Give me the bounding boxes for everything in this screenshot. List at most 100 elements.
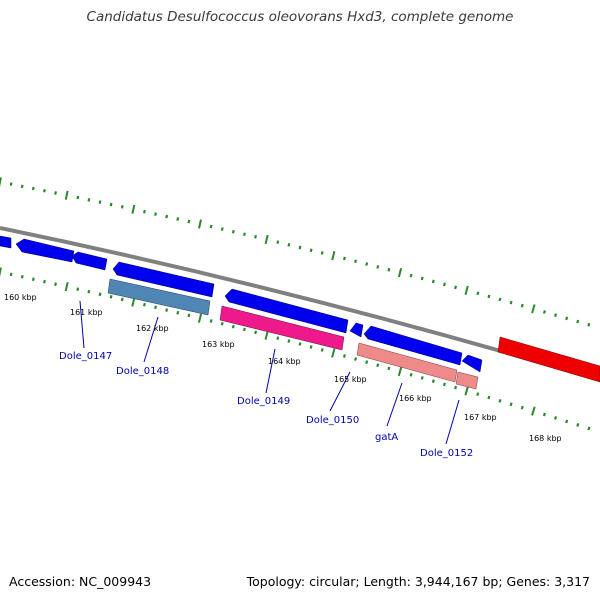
minor-tick [354, 357, 358, 361]
minor-tick [298, 245, 302, 250]
gene-bar-pink[interactable] [356, 342, 458, 383]
minor-tick [542, 412, 546, 417]
minor-tick [542, 310, 546, 314]
minor-tick [298, 342, 302, 346]
major-tick [64, 281, 69, 292]
minor-tick [287, 243, 291, 247]
gene-arrow-dole0147[interactable] [112, 261, 215, 298]
minor-tick [243, 232, 246, 237]
minor-tick [309, 248, 313, 253]
minor-tick [554, 416, 558, 420]
minor-tick [54, 282, 57, 286]
minor-tick [31, 277, 35, 282]
minor-tick [487, 395, 491, 400]
minor-tick [165, 214, 169, 219]
minor-tick [365, 360, 369, 365]
minor-tick [87, 289, 91, 294]
gene-labels: Dole_0147 Dole_0148 Dole_0149 Dole_0150 … [59, 351, 473, 459]
gene-label-dole0149[interactable]: Dole_0149 [237, 396, 290, 407]
gene-label-dole0147[interactable]: Dole_0147 [59, 351, 112, 362]
minor-tick [320, 348, 324, 352]
minor-tick [576, 423, 580, 427]
minor-tick [554, 313, 558, 318]
major-tick [0, 177, 2, 187]
minor-tick [487, 294, 491, 299]
minor-tick [498, 399, 502, 403]
major-tick [531, 406, 536, 416]
minor-tick [176, 310, 180, 315]
minor-tick [320, 251, 324, 255]
gene-bar-highlight[interactable] [497, 336, 600, 383]
major-tick [464, 285, 469, 295]
minor-tick [120, 297, 124, 302]
gene-label-dole0148[interactable]: Dole_0148 [116, 366, 169, 377]
major-tick [531, 304, 536, 314]
minor-tick [376, 265, 380, 269]
major-tick [397, 366, 403, 377]
minor-tick [254, 235, 257, 239]
minor-tick [420, 276, 424, 281]
kbp-label: 167 kbp [464, 413, 497, 422]
minor-tick [220, 227, 224, 231]
minor-tick [343, 256, 346, 261]
minor-tick [587, 322, 591, 327]
gene-bar-trna[interactable] [219, 305, 345, 351]
minor-tick [31, 186, 35, 191]
kbp-labels: 160 kbp 161 kbp 162 kbp 163 kbp 164 kbp … [4, 293, 562, 443]
minor-tick [154, 212, 157, 216]
minor-tick [231, 229, 235, 234]
minor-tick [187, 313, 191, 318]
genome-title: Candidatus Desulfococcus oleovorans Hxd3… [86, 9, 514, 25]
gene-arrow-dole0150[interactable] [349, 322, 364, 338]
gene-bar-rrna[interactable] [107, 278, 211, 316]
minor-tick [309, 345, 313, 349]
outer-tick-track [0, 177, 591, 327]
minor-tick [565, 316, 569, 321]
major-tick [397, 268, 403, 278]
minor-tick [9, 272, 13, 277]
kbp-label: 166 kbp [399, 394, 432, 403]
topology-label: Topology: circular; Length: 3,944,167 bp… [246, 574, 590, 589]
minor-tick [43, 188, 46, 193]
minor-tick [109, 202, 113, 207]
major-tick [331, 251, 336, 261]
minor-tick [109, 294, 113, 299]
minor-tick [342, 354, 346, 358]
gene-label-dole0150[interactable]: Dole_0150 [306, 415, 359, 426]
minor-tick [565, 419, 569, 424]
gene-label-leaders [79, 300, 460, 445]
minor-tick [87, 198, 91, 202]
minor-tick [209, 224, 213, 229]
minor-tick [431, 279, 435, 284]
minor-tick [442, 382, 446, 387]
minor-tick [476, 291, 480, 296]
minor-tick [365, 262, 369, 266]
gene-bar-pink-small[interactable] [455, 371, 479, 390]
gene-arrow-gata[interactable] [363, 325, 463, 366]
minor-tick [498, 297, 502, 302]
accession-label: Accession: NC_009943 [9, 574, 152, 589]
minor-tick [387, 366, 391, 371]
minor-tick [242, 327, 246, 332]
gene-label-dole0152[interactable]: Dole_0152 [420, 448, 473, 459]
minor-tick [454, 285, 458, 290]
gene-arrow-cds[interactable] [71, 251, 108, 271]
minor-tick [409, 273, 413, 278]
gene-arrow-dole0152[interactable] [461, 354, 483, 373]
gene-arrow-cds[interactable] [0, 235, 12, 249]
minor-tick [231, 324, 235, 329]
minor-tick [376, 363, 380, 368]
kbp-label: 160 kbp [4, 293, 37, 302]
major-tick [64, 190, 69, 200]
gene-arrow-dole0149[interactable] [224, 288, 349, 334]
major-tick [131, 204, 136, 214]
kbp-label: 161 kbp [70, 308, 103, 317]
minor-tick [442, 282, 446, 287]
minor-tick [520, 405, 524, 410]
minor-tick [9, 182, 13, 186]
minor-tick [43, 279, 46, 284]
major-tick [264, 234, 269, 245]
minor-tick [176, 217, 180, 221]
minor-tick [154, 305, 157, 310]
gene-label-gata[interactable]: gatA [375, 432, 398, 443]
